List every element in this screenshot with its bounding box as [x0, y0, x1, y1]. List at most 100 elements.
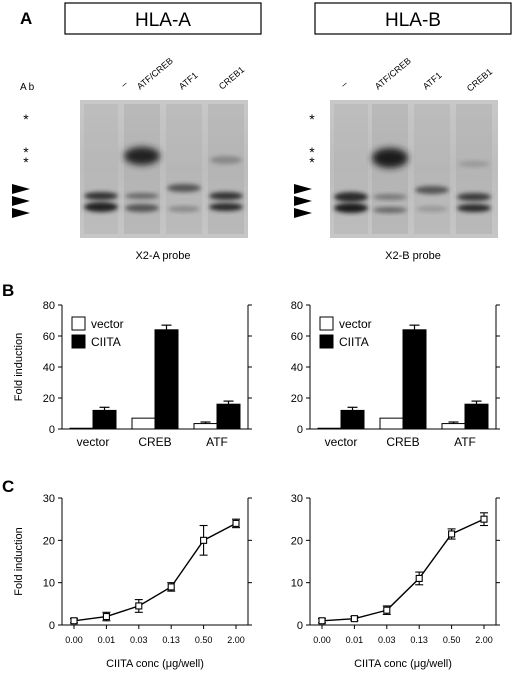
- y-tick-label: 20: [291, 393, 303, 405]
- ab-label: Ab: [20, 82, 36, 93]
- data-point: [135, 602, 143, 610]
- data-point: [383, 606, 391, 614]
- x-tick-label: ATF: [454, 435, 476, 449]
- x-tick-label: 0.50: [195, 635, 213, 645]
- y-axis-label: Fold induction: [13, 333, 25, 402]
- marker-double: *: [23, 154, 29, 170]
- y-tick-label: 10: [291, 578, 303, 590]
- x-tick-label: 0.03: [130, 635, 148, 645]
- series-line: [321, 518, 485, 622]
- y-tick-label: 80: [291, 300, 303, 312]
- bar: [317, 427, 342, 430]
- bar: [69, 427, 94, 430]
- gel-title-box: [64, 2, 262, 35]
- bar: [379, 417, 404, 430]
- lane-label: ATF1: [177, 70, 200, 91]
- bar: [131, 417, 156, 430]
- marker-double: *: [309, 154, 315, 170]
- data-point: [448, 530, 456, 538]
- x-tick-label: 0.01: [346, 635, 364, 645]
- y-tick-label: 80: [43, 300, 55, 312]
- x-axis-label: CIITA conc (μg/well): [354, 658, 452, 670]
- lane-label: ATF/CREB: [135, 56, 175, 92]
- y-tick-label: 20: [291, 535, 303, 547]
- data-point: [167, 583, 175, 591]
- bar-chart-hla-b: 0 20 40 60 80 vector CREB ATF vector CIITA: [291, 300, 500, 449]
- arrow-markers: [294, 184, 312, 218]
- gel-panel-hla-a: HLA-A Ab – ATF/CREB ATF1 CREB1: [12, 2, 262, 262]
- bar: [154, 329, 179, 430]
- data-point: [318, 617, 326, 625]
- legend-label: CIITA: [339, 335, 369, 349]
- gel-image: [80, 100, 248, 238]
- y-tick-label: 20: [43, 393, 55, 405]
- y-tick-label: 40: [291, 362, 303, 374]
- gel-title-box: [314, 2, 512, 35]
- legend-label: vector: [91, 317, 124, 331]
- y-tick-label: 20: [43, 535, 55, 547]
- lane-label: ATF1: [421, 70, 444, 91]
- panel-label-c: C: [2, 477, 14, 496]
- x-tick-label: 2.00: [227, 635, 245, 645]
- bar-chart-hla-a: 0 20 40 60 80 Fold induction vector CREB ATF vect…: [13, 300, 252, 449]
- arrow-markers: [12, 184, 30, 218]
- x-axis-label: CIITA conc (μg/well): [106, 658, 204, 670]
- data-point: [350, 615, 358, 623]
- lane-label: CREB1: [465, 67, 494, 94]
- gel-image: [330, 100, 498, 238]
- lane-label: CREB1: [217, 65, 246, 92]
- x-tick-label: ATF: [206, 435, 228, 449]
- legend-swatch: [71, 334, 86, 349]
- lane-label: –: [339, 79, 349, 90]
- x-tick-label: 0.03: [378, 635, 396, 645]
- x-tick-label: CREB: [138, 435, 171, 449]
- x-tick-label: 0.00: [65, 635, 83, 645]
- y-tick-label: 10: [43, 578, 55, 590]
- y-tick-label: 40: [43, 362, 55, 374]
- data-point: [70, 617, 78, 625]
- bar: [340, 409, 365, 430]
- x-tick-label: 2.00: [475, 635, 493, 645]
- probe-label: X2-A probe: [135, 250, 190, 262]
- line-chart-hla-a: 0 10 20 30 0.00 0.01 0.03 0.13 0.50 2.00 Fold indu…: [13, 493, 252, 670]
- gel-title: HLA-A: [135, 10, 191, 31]
- y-tick-label: 0: [297, 424, 303, 436]
- bar: [441, 423, 466, 430]
- y-tick-label: 0: [49, 620, 55, 632]
- x-tick-label: 0.00: [313, 635, 331, 645]
- lane-label: –: [119, 79, 129, 90]
- x-tick-label: 0.13: [162, 635, 180, 645]
- legend-label: vector: [339, 317, 372, 331]
- gel-panel-hla-b: HLA-B – ATF/CREB ATF1 CREB1 * * *: [294, 2, 512, 262]
- y-tick-label: 60: [291, 331, 303, 343]
- gel-title: HLA-B: [385, 10, 441, 31]
- series-line: [73, 522, 237, 622]
- data-point: [200, 536, 208, 544]
- marker-double: *: [309, 144, 315, 160]
- lane-label: ATF/CREB: [373, 56, 413, 92]
- x-tick-label: vector: [325, 435, 358, 449]
- x-tick-label: vector: [77, 435, 110, 449]
- legend-swatch: [71, 316, 86, 331]
- marker-single: *: [309, 111, 315, 127]
- panel-label-b: B: [2, 281, 14, 300]
- x-tick-label: 0.13: [410, 635, 428, 645]
- y-tick-label: 30: [291, 493, 303, 505]
- legend-label: CIITA: [91, 335, 121, 349]
- data-point: [102, 612, 110, 621]
- bar: [193, 423, 218, 430]
- bar: [464, 403, 489, 430]
- bar: [92, 409, 117, 430]
- bar: [216, 403, 241, 430]
- x-tick-label: 0.50: [443, 635, 461, 645]
- data-point: [480, 515, 488, 523]
- y-tick-label: 0: [49, 424, 55, 436]
- y-tick-label: 60: [43, 331, 55, 343]
- y-tick-label: 0: [297, 620, 303, 632]
- panel-label-a: A: [20, 9, 32, 28]
- line-chart-hla-b: 0 10 20 30 0.00 0.01 0.03 0.13 0.50 2.00 CIITA con…: [291, 493, 500, 670]
- marker-single: *: [23, 111, 29, 127]
- x-tick-label: CREB: [386, 435, 419, 449]
- data-point: [232, 519, 240, 527]
